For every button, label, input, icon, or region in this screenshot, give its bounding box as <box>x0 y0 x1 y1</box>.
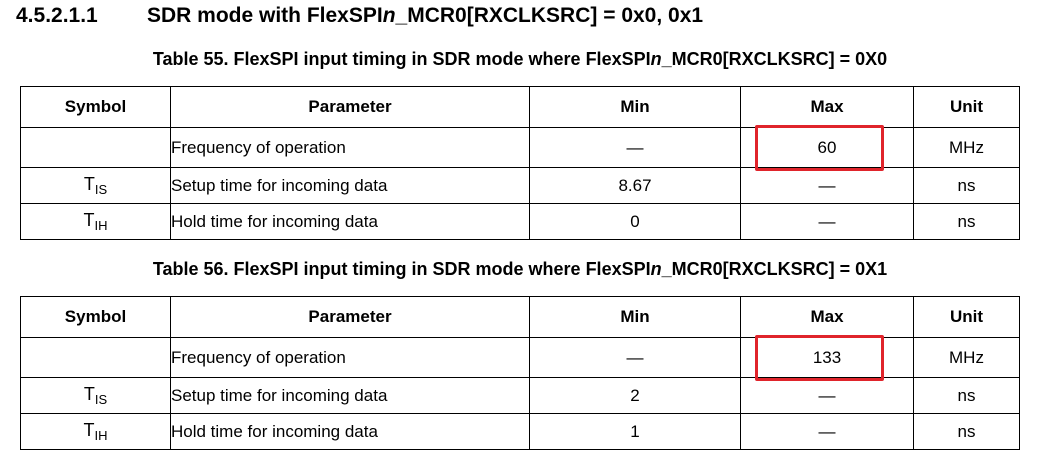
unit-cell: ns <box>913 377 1020 414</box>
column-header-unit: Unit <box>913 296 1020 338</box>
min-cell: — <box>529 337 741 378</box>
table-header-row: Symbol Parameter Min Max Unit <box>20 86 1020 128</box>
table-56-caption: Table 56. FlexSPI input timing in SDR mo… <box>152 259 888 279</box>
section-number: 4.5.2.1.1 <box>16 4 98 27</box>
table-row: TIH Hold time for incoming data 0 — ns <box>20 203 1020 240</box>
table-row: TIS Setup time for incoming data 8.67 — … <box>20 167 1020 204</box>
column-header-parameter: Parameter <box>170 296 530 338</box>
table-55: Symbol Parameter Min Max Unit Frequency … <box>20 86 1020 240</box>
unit-cell: ns <box>913 167 1020 204</box>
table-56: Symbol Parameter Min Max Unit Frequency … <box>20 296 1020 450</box>
unit-cell: MHz <box>913 127 1020 168</box>
column-header-min: Min <box>529 86 741 128</box>
symbol-cell: TIH <box>20 203 171 240</box>
min-cell: 0 <box>529 203 741 240</box>
parameter-cell: Hold time for incoming data <box>170 413 530 450</box>
highlight-box <box>755 335 884 381</box>
max-cell: — <box>740 203 914 240</box>
section-title: SDR mode with FlexSPIn_MCR0[RXCLKSRC] = … <box>147 4 704 27</box>
column-header-min: Min <box>529 296 741 338</box>
max-cell: 133 <box>740 335 914 381</box>
section-heading: 4.5.2.1.1 SDR mode with FlexSPIn_MCR0[RXC… <box>16 4 703 28</box>
symbol-cell: TIS <box>20 377 171 414</box>
unit-cell: ns <box>913 203 1020 240</box>
column-header-symbol: Symbol <box>20 86 171 128</box>
max-cell: — <box>740 413 914 450</box>
max-cell: 60 <box>740 125 914 171</box>
column-header-max: Max <box>740 86 914 128</box>
parameter-cell: Setup time for incoming data <box>170 167 530 204</box>
unit-cell: MHz <box>913 337 1020 378</box>
table-row: Frequency of operation — 60 MHz <box>20 125 1020 171</box>
max-cell: — <box>740 377 914 414</box>
symbol-cell: TIS <box>20 167 171 204</box>
min-cell: 2 <box>529 377 741 414</box>
max-cell: — <box>740 167 914 204</box>
min-cell: 8.67 <box>529 167 741 204</box>
table-row: TIS Setup time for incoming data 2 — ns <box>20 377 1020 414</box>
parameter-cell: Frequency of operation <box>170 337 530 378</box>
table-row: Frequency of operation — 133 MHz <box>20 335 1020 381</box>
table-header-row: Symbol Parameter Min Max Unit <box>20 296 1020 338</box>
parameter-cell: Hold time for incoming data <box>170 203 530 240</box>
symbol-cell <box>20 337 171 378</box>
column-header-symbol: Symbol <box>20 296 171 338</box>
unit-cell: ns <box>913 413 1020 450</box>
table-row: TIH Hold time for incoming data 1 — ns <box>20 413 1020 450</box>
table-55-caption: Table 55. FlexSPI input timing in SDR mo… <box>152 49 888 69</box>
symbol-cell: TIH <box>20 413 171 450</box>
parameter-cell: Frequency of operation <box>170 127 530 168</box>
column-header-unit: Unit <box>913 86 1020 128</box>
column-header-max: Max <box>740 296 914 338</box>
highlight-box <box>755 125 884 171</box>
parameter-cell: Setup time for incoming data <box>170 377 530 414</box>
symbol-cell <box>20 127 171 168</box>
min-cell: 1 <box>529 413 741 450</box>
min-cell: — <box>529 127 741 168</box>
column-header-parameter: Parameter <box>170 86 530 128</box>
